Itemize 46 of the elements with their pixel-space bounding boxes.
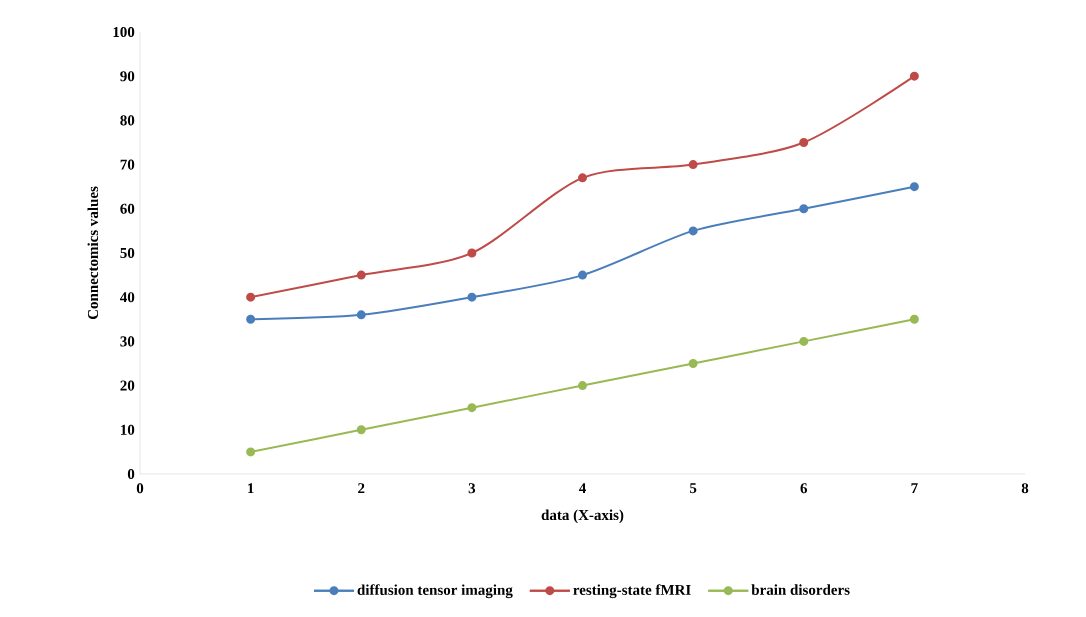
x-tick-label: 2: [358, 483, 365, 494]
point: [799, 336, 809, 346]
point: [799, 137, 809, 147]
x-tick-label: 6: [800, 483, 808, 494]
x-tick-label: 8: [1021, 483, 1029, 494]
y-tick-label: 50: [120, 247, 135, 259]
x-tick-label: 1: [248, 483, 254, 494]
point: [688, 160, 698, 170]
x-tick-label: 7: [911, 483, 918, 494]
point: [356, 425, 366, 435]
point: [356, 270, 366, 280]
point: [246, 314, 256, 324]
y-tick-label: 70: [120, 159, 135, 170]
y-tick-label: 0: [127, 468, 135, 480]
legend-label: brain disorders: [751, 584, 850, 595]
y-tick-label: 100: [113, 26, 135, 38]
y-tick-label: 30: [120, 336, 135, 347]
point: [578, 270, 588, 280]
y-tick-label: 60: [120, 203, 135, 214]
point: [246, 447, 256, 457]
x-tick-label: 5: [689, 483, 697, 494]
y-tick-label: 20: [120, 380, 135, 391]
point: [909, 71, 919, 81]
x-axis-title: data (X-axis): [541, 509, 624, 524]
point: [799, 204, 809, 214]
point: [467, 403, 477, 413]
point: [909, 314, 919, 324]
x-tick-label: 0: [136, 483, 144, 494]
y-axis-title: Connectomics values: [87, 186, 99, 320]
point: [909, 182, 919, 192]
point: [578, 381, 588, 391]
point: [467, 292, 477, 302]
y-tick-label: 40: [120, 292, 135, 303]
point: [688, 358, 698, 368]
y-tick-label: 90: [120, 71, 135, 82]
x-tick-label: 3: [468, 483, 476, 494]
point: [467, 248, 477, 258]
point: [578, 173, 588, 183]
legend-label: diffusion tensor imaging: [357, 584, 513, 599]
y-tick-label: 80: [120, 115, 135, 126]
point: [688, 226, 698, 236]
point: [356, 310, 366, 320]
legend-label: resting-state fMRI: [573, 584, 691, 599]
point: [246, 292, 256, 302]
x-tick-label: 4: [578, 483, 586, 494]
y-tick-label: 10: [121, 424, 135, 435]
